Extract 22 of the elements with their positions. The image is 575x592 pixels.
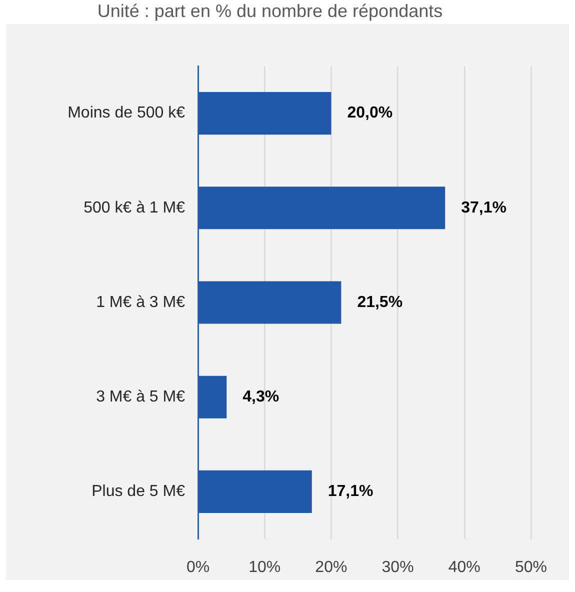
bar xyxy=(198,281,342,324)
bar xyxy=(198,376,227,418)
x-tick-label: 50% xyxy=(514,559,548,576)
bar xyxy=(198,470,312,513)
data-label: 4,3% xyxy=(242,388,280,406)
y-tick-label: 500 k€ à 1 M€ xyxy=(84,199,186,216)
data-label: 20,0% xyxy=(347,104,393,122)
data-label: 21,5% xyxy=(357,294,403,311)
data-label: 37,1% xyxy=(461,199,506,216)
bar xyxy=(198,186,446,230)
x-tick-label: 20% xyxy=(315,559,348,576)
x-tick-label: 40% xyxy=(448,559,480,576)
x-tick-label: 10% xyxy=(248,559,281,576)
x-tick-label: 30% xyxy=(382,559,414,576)
y-tick-label: 3 M€ à 5 M€ xyxy=(96,388,186,406)
chart-subtitle: Unité : part en % du nombre de répondants xyxy=(96,1,444,21)
y-tick-label: 1 M€ à 3 M€ xyxy=(96,294,186,311)
y-tick-label: Moins de 500 k€ xyxy=(68,104,186,122)
y-tick-label: Plus de 5 M€ xyxy=(92,483,186,500)
bar xyxy=(198,92,332,135)
x-tick-label: 0% xyxy=(186,559,210,576)
data-label: 17,1% xyxy=(328,483,374,500)
